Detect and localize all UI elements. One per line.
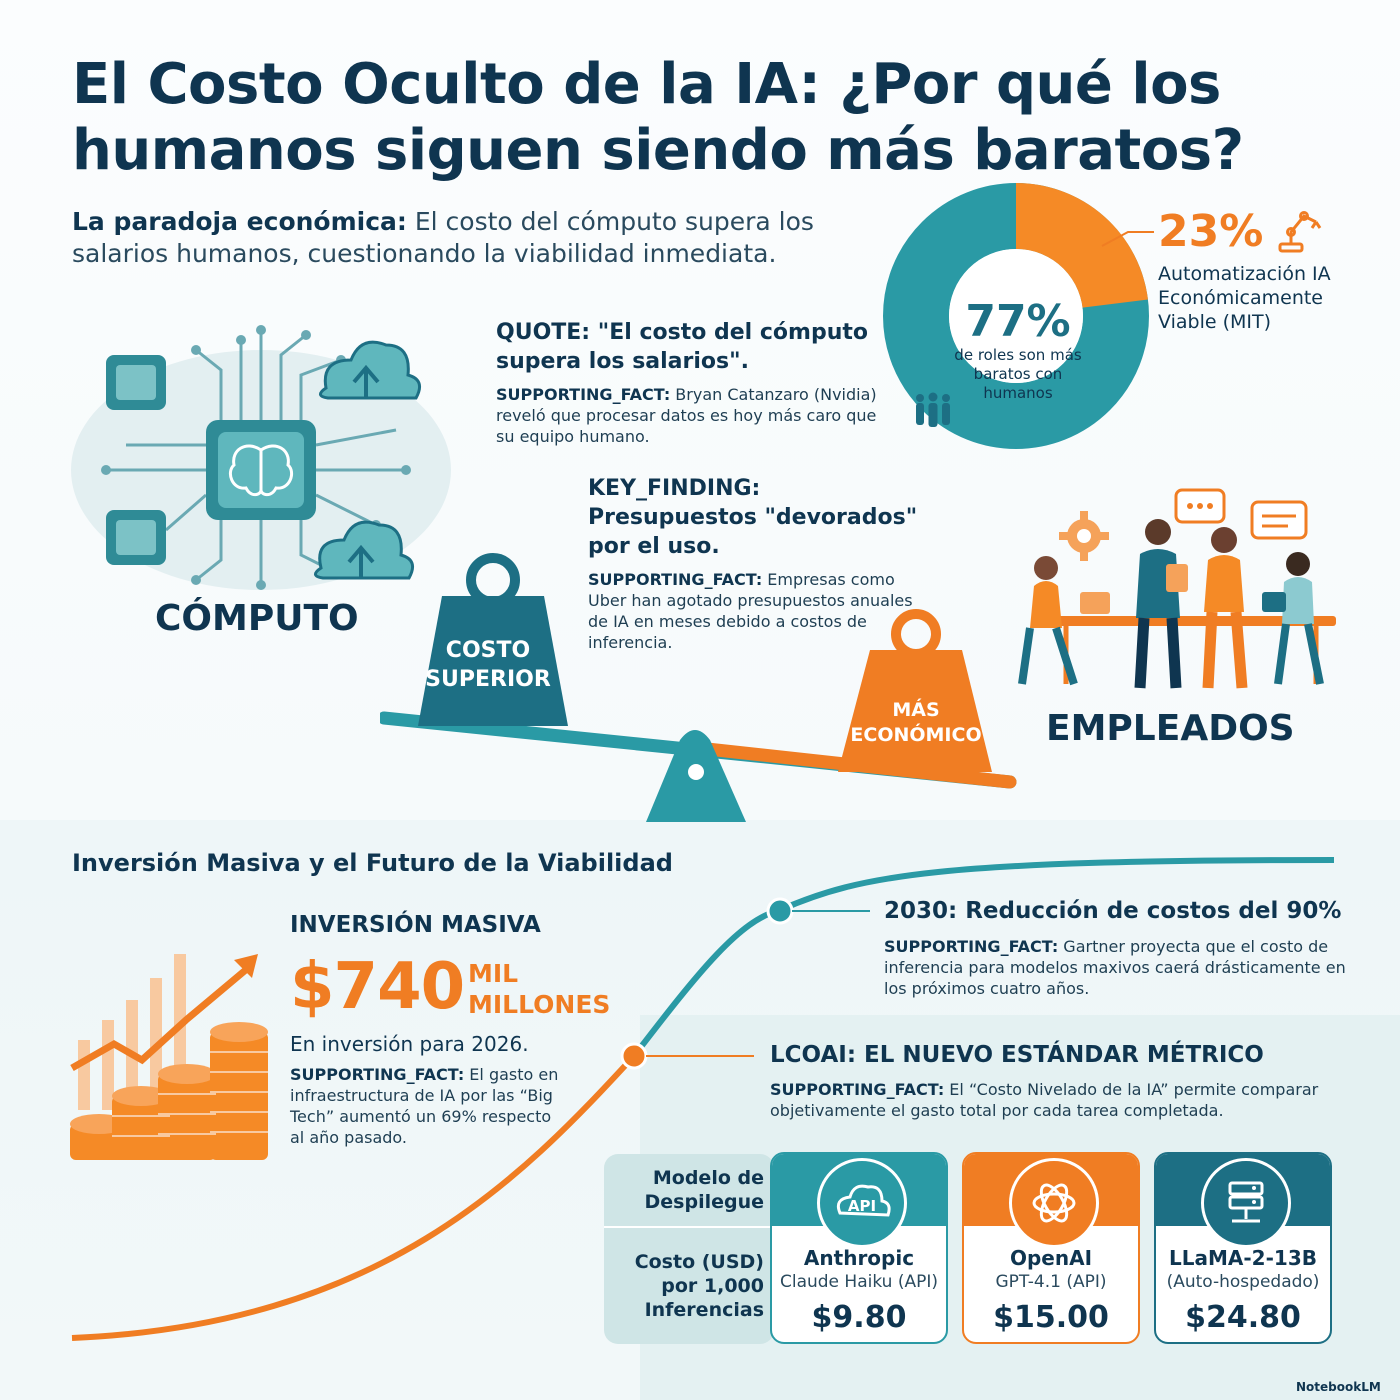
donut-main-percentage: 77% [965, 296, 1071, 347]
cost-card-anthropic: API Anthropic Claude Haiku (API) $9.80 [770, 1152, 948, 1344]
cost-card-llama: LLaMA-2-13B (Auto-hospedado) $24.80 [1154, 1152, 1332, 1344]
card-provider-name: LLaMA-2-13B [1169, 1246, 1317, 1270]
deployment-model-label: Modelo de Despilegue [644, 1167, 765, 1213]
computing-chip-illustration [71, 325, 451, 590]
investment-subtext: En inversión para 2026. [290, 1032, 529, 1056]
card-provider-name: OpenAI [1009, 1246, 1093, 1270]
api-icon-label: API [848, 1197, 876, 1215]
quote-headline: QUOTE: "El costo del cómputo supera los … [496, 320, 868, 374]
employees-illustration [1018, 488, 1336, 689]
growth-s-curve [71, 857, 1335, 1341]
lcoai-fact-label: SUPPORTING_FACT: [770, 1080, 945, 1099]
donut-center [949, 249, 1083, 383]
card-model-name: GPT-4.1 (API) [995, 1272, 1107, 1292]
coin-stack-icon [70, 1022, 268, 1160]
weight-right-icon [838, 609, 992, 772]
lcoai-fact-text: El “Costo Nivelado de la IA” permite com… [770, 1080, 1319, 1120]
lcoai-headline: LCOAI: EL NUEVO ESTÁNDAR MÉTRICO [770, 1042, 1264, 1068]
people-group-icon [916, 392, 950, 427]
investment-fact-label: SUPPORTING_FACT: [290, 1065, 465, 1084]
card-model-name: Claude Haiku (API) [779, 1272, 939, 1292]
y2030-headline: 2030: Reducción de costos del 90% [884, 898, 1342, 924]
investment-coins-chart-icon [70, 954, 268, 1160]
ai-automation-caption: Automatización IA Económicamente Viable … [1158, 263, 1331, 333]
cost-per-1000-label: Costo (USD) por 1,000 Inferencias [634, 1251, 764, 1321]
cloud-api-icon: API [817, 1158, 907, 1248]
card-model-name: (Auto-hospedado) [1166, 1272, 1320, 1292]
quote-block: QUOTE: "El costo del cómputo supera los … [496, 318, 886, 447]
investment-headline: INVERSIÓN MASIVA [290, 912, 541, 938]
key-finding-block: KEY_FINDING: Presupuestos "devorados" po… [588, 474, 918, 653]
lcoai-supporting-fact: SUPPORTING_FACT: El “Costo Nivelado de l… [770, 1079, 1330, 1121]
weight-right-label: MÁS ECONÓMICO [850, 699, 982, 746]
key-finding-fact-text: Empresas como Uber han agotado presupues… [588, 570, 913, 652]
subtitle-lead: La paradoja económica: [72, 207, 407, 236]
key-finding-headline: KEY_FINDING: Presupuestos "devorados" po… [588, 476, 918, 559]
card-price: $15.00 [993, 1300, 1109, 1335]
empleados-label: EMPLEADOS [1046, 708, 1295, 749]
robot-arm-icon [1278, 211, 1322, 253]
lcoai-milestone-dot [620, 1042, 648, 1070]
card-price: $24.80 [1185, 1300, 1301, 1335]
donut-segment-ai [883, 183, 1149, 449]
employee-standing-woman [1202, 527, 1248, 689]
section2-title: Inversión Masiva y el Futuro de la Viabi… [72, 849, 673, 877]
card-provider-name: Anthropic [803, 1246, 915, 1270]
page-subtitle: La paradoja económica: El costo del cómp… [72, 206, 852, 270]
quote-fact-text: Bryan Catanzaro (Nvidia) reveló que proc… [496, 385, 877, 446]
brain-icon [229, 444, 293, 497]
page-title: El Costo Oculto de la IA: ¿Por qué los h… [72, 52, 1244, 183]
roles-donut-chart [883, 183, 1149, 449]
table-divider [604, 1226, 774, 1228]
chat-bubble-icon [1174, 488, 1308, 540]
weight-left-icon [418, 553, 568, 726]
notebooklm-brand-label: NotebookLM [1296, 1380, 1381, 1394]
y2030-milestone-dot [766, 897, 794, 925]
cost-table-row-labels: Modelo de Despilegue Costo (USD) por 1,0… [604, 1154, 774, 1344]
donut-main-caption: de roles son más baratos con humanos [954, 346, 1082, 402]
server-icon [1201, 1158, 1291, 1248]
ai-automation-percentage: 23% [1158, 206, 1264, 257]
balance-scale-illustration [380, 553, 1017, 822]
y2030-fact-label: SUPPORTING_FACT: [884, 937, 1059, 956]
key-finding-fact-label: SUPPORTING_FACT: [588, 570, 763, 589]
employee-standing-man [1134, 519, 1188, 689]
desk [1046, 616, 1336, 626]
employee-seated-left [1018, 556, 1110, 686]
cost-card-openai: OpenAI GPT-4.1 (API) $15.00 [962, 1152, 1140, 1344]
investment-amount: $740 [290, 950, 465, 1024]
investment-unit: MIL MILLONES [468, 959, 611, 1019]
openai-logo-icon [1009, 1158, 1099, 1248]
leader-line-23 [1101, 231, 1154, 247]
gear-icon [1059, 511, 1109, 561]
investment-fact-text: El gasto en infraestructura de IA por la… [290, 1065, 559, 1147]
computo-label: CÓMPUTO [155, 598, 359, 639]
quote-supporting-fact: SUPPORTING_FACT: Bryan Catanzaro (Nvidia… [496, 384, 886, 447]
subtitle-text: El costo del cómputo supera los salarios… [72, 207, 814, 268]
y2030-supporting-fact: SUPPORTING_FACT: Gartner proyecta que el… [884, 936, 1354, 999]
y2030-fact-text: Gartner proyecta que el costo de inferen… [884, 937, 1346, 998]
key-finding-supporting-fact: SUPPORTING_FACT: Empresas como Uber han … [588, 569, 918, 653]
investment-supporting-fact: SUPPORTING_FACT: El gasto en infraestruc… [290, 1064, 560, 1148]
quote-fact-label: SUPPORTING_FACT: [496, 385, 671, 404]
employee-seated-right [1262, 552, 1324, 685]
card-price: $9.80 [811, 1300, 907, 1335]
weight-left-label: COSTO SUPERIOR [425, 638, 551, 692]
